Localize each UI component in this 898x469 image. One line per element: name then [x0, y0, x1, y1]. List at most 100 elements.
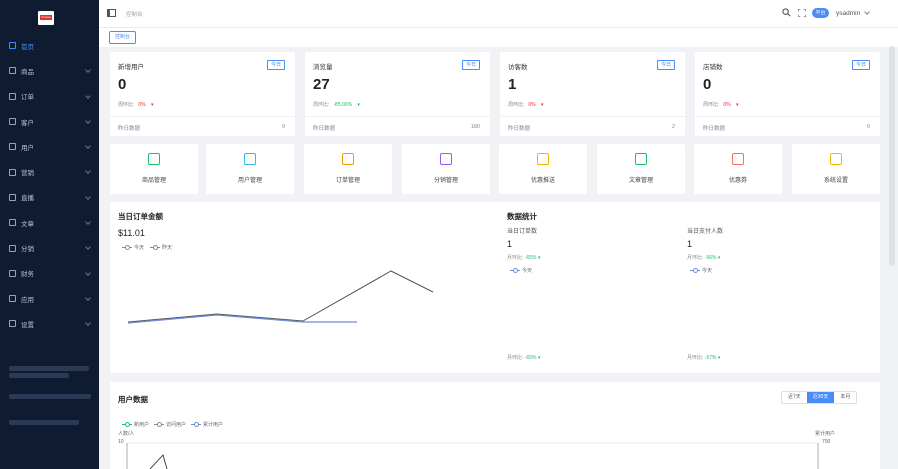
sidebar-item-label: 文章 — [21, 220, 34, 228]
sidebar-item[interactable]: 订单 — [0, 84, 99, 109]
series-new-users-line — [149, 454, 168, 469]
search-icon[interactable] — [782, 8, 791, 17]
logo[interactable]: Fanpai — [38, 11, 54, 25]
username[interactable]: ysadmin — [836, 10, 861, 17]
divider — [305, 116, 490, 117]
marketing-icon — [9, 168, 16, 176]
legend-visit-users-label: 访问用户 — [166, 422, 187, 428]
data-stats-title: 数据统计 — [507, 212, 537, 221]
sidebar-blurred-item — [9, 420, 79, 425]
gear-icon — [830, 153, 842, 165]
left-axis-label: 人数/人 — [118, 431, 135, 437]
sidebar-item[interactable]: 用户 — [0, 134, 99, 159]
data-stat-comparison: 月环比: -65% ▾ — [507, 254, 540, 261]
order-icon — [9, 92, 16, 100]
legend-new-users-label: 新用户 — [134, 422, 150, 428]
legend-today-marker — [510, 268, 520, 273]
settings-icon — [9, 320, 16, 328]
chevron-down-icon — [85, 269, 91, 276]
quick-link-gear[interactable]: 系统设置 — [792, 144, 880, 194]
sidebar-item[interactable]: 商品 — [0, 58, 99, 83]
chevron-down-icon — [85, 143, 91, 150]
sidebar-item-label: 分销 — [21, 246, 34, 254]
stat-period-tag[interactable]: 今日 — [461, 60, 480, 70]
quick-link-ticket[interactable]: 优惠券 — [694, 144, 782, 194]
chart-icon — [440, 153, 452, 165]
stat-footer-label: 昨日数据 — [703, 126, 726, 132]
sidebar-item[interactable]: 营销 — [0, 159, 99, 184]
sidebar-item[interactable]: 财务 — [0, 261, 99, 286]
data-stat-legend: 今天 — [690, 267, 712, 274]
chevron-down-icon — [85, 118, 91, 124]
trend-down-icon: ▾ — [356, 102, 360, 108]
stat-cmp-value: 0% — [138, 102, 146, 108]
stat-cmp-value: -85.00% — [333, 102, 353, 108]
range-option[interactable]: 近7天 — [788, 394, 801, 400]
user-data-chart — [126, 442, 819, 469]
trend-down-icon: ▾ — [716, 255, 721, 261]
trend-down-icon: ▾ — [149, 102, 154, 108]
data-stat-footer: 月环比: -57% ▾ — [687, 354, 720, 361]
quick-link-person[interactable]: 用户管理 — [206, 144, 294, 194]
sidebar-item[interactable]: 文章 — [0, 210, 99, 235]
quick-link-chart[interactable]: 分销管理 — [402, 144, 490, 194]
legend-today-label: 今天 — [134, 245, 145, 251]
stat-comparison: 周环比: 0% ▾ — [508, 101, 544, 108]
quick-link-picture[interactable]: 文章管理 — [597, 144, 685, 194]
stat-period-tag[interactable]: 今日 — [656, 60, 675, 70]
platform-badge[interactable]: 平台 — [812, 8, 829, 18]
menu-toggle-icon[interactable] — [107, 9, 116, 17]
chevron-down-icon — [85, 92, 91, 99]
sidebar-item-label: 订单 — [21, 94, 34, 102]
stat-period-tag[interactable]: 今日 — [266, 60, 285, 70]
sidebar: Fanpai 首页商品订单客户 用户 营销 直播文章分销财务应用 设置 — [0, 0, 99, 469]
bag-icon — [148, 153, 160, 165]
article-icon — [9, 219, 16, 227]
user-data-card — [110, 382, 880, 469]
stat-period-tag[interactable]: 今日 — [851, 60, 870, 70]
stat-comparison: 周环比: -85.00% ▾ — [313, 101, 360, 108]
trend-down-icon: ▾ — [536, 355, 541, 361]
sidebar-item[interactable]: 设置 — [0, 311, 99, 336]
quick-link-document[interactable]: 订单管理 — [304, 144, 392, 194]
person-icon — [244, 153, 256, 165]
sidebar-item-label: 商品 — [21, 68, 34, 76]
sidebar-item[interactable]: 分销 — [0, 235, 99, 260]
sidebar-item[interactable]: 应用 — [0, 286, 99, 311]
fullscreen-icon[interactable] — [798, 9, 806, 17]
chevron-down-icon — [85, 168, 91, 175]
stat-cmp-label: 周环比: — [703, 102, 720, 108]
quick-link-mail[interactable]: 优惠推送 — [499, 144, 587, 194]
sidebar-item[interactable]: 客户 — [0, 109, 99, 134]
stat-card: 店铺数 今日 0 周环比: 0% ▾ 昨日数据 0 — [695, 52, 880, 136]
stat-title: 访客数 — [508, 64, 528, 71]
range-option[interactable]: 本月 — [840, 394, 851, 400]
chevron-down-icon[interactable] — [864, 9, 870, 15]
sidebar-item-label: 财务 — [21, 271, 34, 279]
legend-total-users-marker — [191, 422, 202, 427]
range-selector: 近7天 近30天 本月 — [781, 391, 858, 404]
picture-icon — [635, 153, 647, 165]
chevron-down-icon — [85, 193, 91, 200]
divider — [695, 116, 880, 117]
tab-dashboard[interactable]: 控制台 — [109, 31, 137, 44]
range-option[interactable]: 近30天 — [806, 392, 835, 403]
sidebar-item[interactable]: 首页 — [0, 33, 99, 58]
trend-down-icon: ▾ — [716, 355, 721, 361]
trend-down-icon: ▾ — [734, 102, 739, 108]
data-stat-footer: 月环比: -65% ▾ — [507, 354, 540, 361]
divider — [110, 116, 295, 117]
quick-link-bag[interactable]: 商品管理 — [110, 144, 198, 194]
stat-cmp-label: 周环比: — [118, 102, 135, 108]
stat-title: 浏览量 — [313, 64, 333, 71]
data-stat-legend: 今天 — [510, 267, 532, 274]
chevron-down-icon — [85, 67, 91, 74]
finance-icon — [9, 269, 16, 277]
stat-cmp-label: 周环比: — [313, 102, 330, 108]
scrollbar[interactable] — [889, 46, 895, 266]
legend-today-label: 今天 — [702, 268, 713, 274]
stat-value: 1 — [508, 76, 517, 93]
quick-link-label: 文章管理 — [628, 178, 653, 184]
sidebar-item[interactable]: 直播 — [0, 185, 99, 210]
data-stat-label: 当日订单数 — [507, 229, 538, 235]
